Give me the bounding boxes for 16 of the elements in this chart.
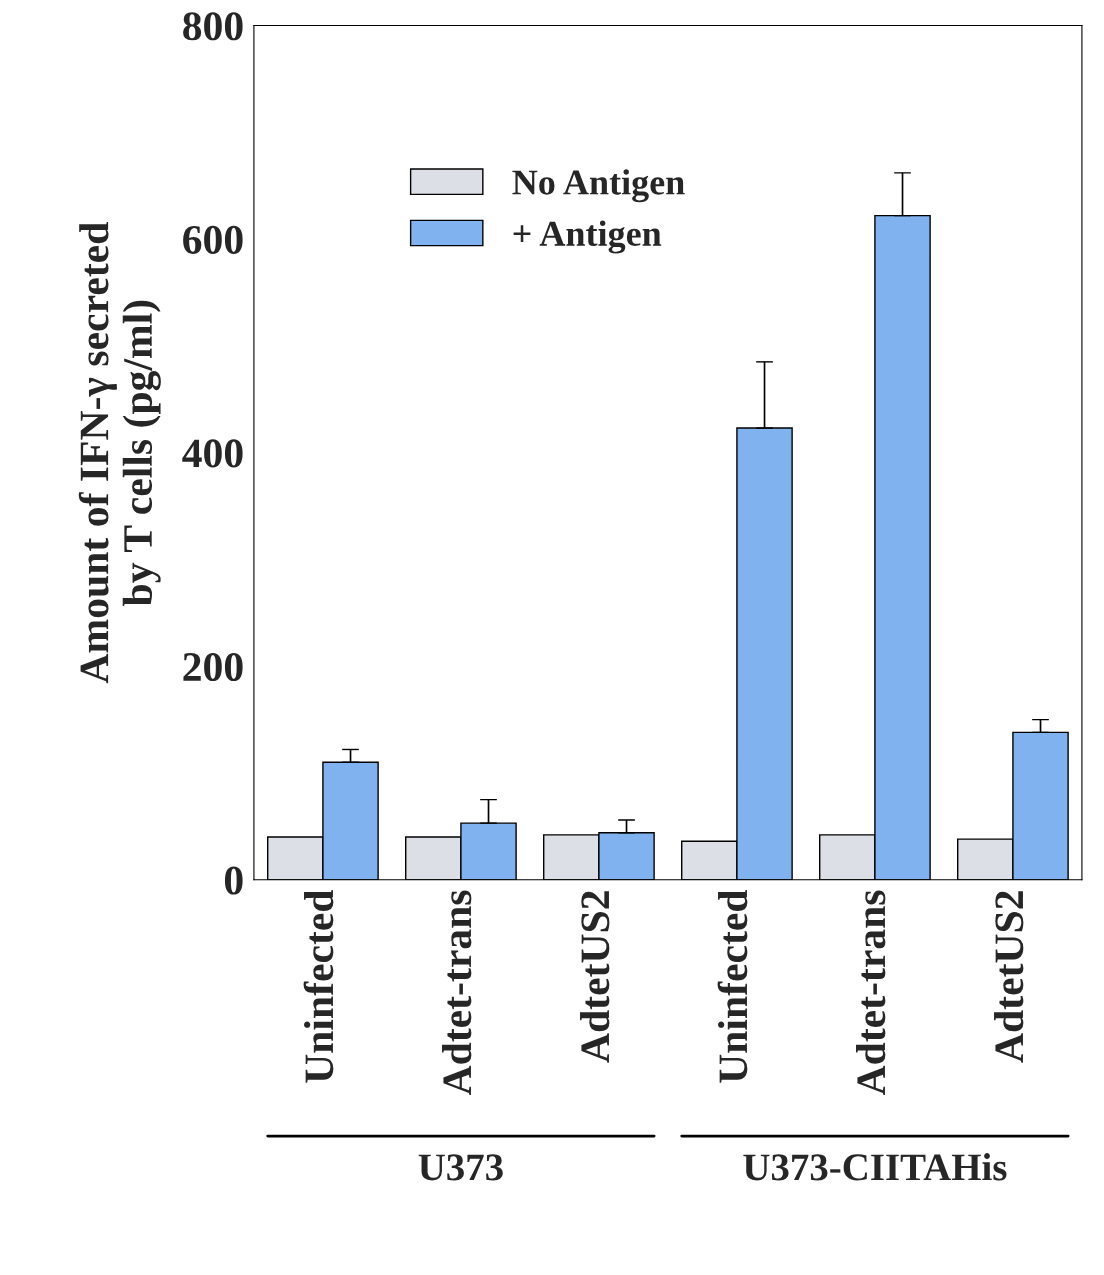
x-tick-label: Uninfected xyxy=(717,889,748,1083)
x-tick-label: AdtetUS2 xyxy=(994,891,1024,1063)
text: U373-CIITAHis xyxy=(743,1153,1007,1181)
y-axis-title: Amount of IFN-γ secreted by T cells (pg/ml) xyxy=(78,222,161,684)
legend-label: + Antigen xyxy=(513,220,662,254)
y-tick-label: 200 xyxy=(183,652,243,682)
y-tick-label: 0 xyxy=(224,866,243,895)
x-tick-label: AdtetUS2 xyxy=(580,891,610,1063)
x-tick-label: Uninfected xyxy=(303,889,334,1083)
y-tick-label: 400 xyxy=(182,439,243,468)
y-tick-label: 800 xyxy=(183,12,243,41)
text: U373 xyxy=(418,1154,503,1181)
legend-label: No Antigen xyxy=(512,169,685,203)
x-tick-label: Adtet-trans xyxy=(442,890,472,1096)
x-tick-label: Adtet-trans xyxy=(856,890,886,1096)
y-tick-label: 600 xyxy=(183,225,243,254)
